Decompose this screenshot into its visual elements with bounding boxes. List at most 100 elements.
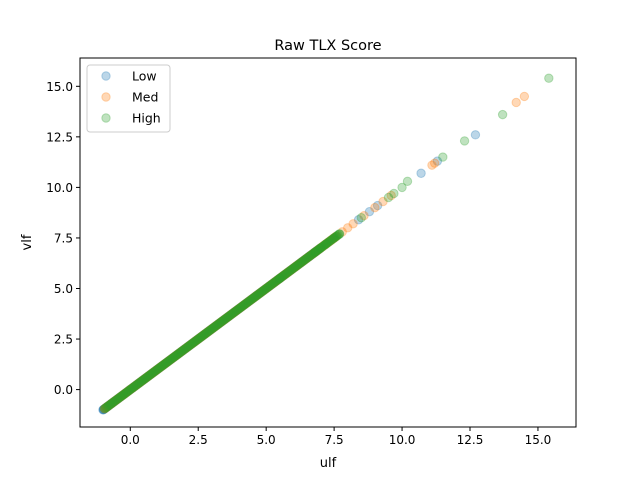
- data-point: [301, 254, 311, 264]
- data-point: [179, 344, 190, 355]
- data-point: [262, 283, 272, 293]
- data-point: [234, 303, 245, 314]
- data-point: [146, 369, 156, 379]
- data-point: [180, 343, 191, 354]
- data-point: [145, 370, 155, 380]
- data-point: [252, 290, 263, 300]
- data-point: [324, 237, 334, 247]
- data-point: [323, 237, 333, 248]
- data-point: [229, 307, 239, 318]
- data-point: [210, 321, 221, 332]
- data-point: [210, 322, 220, 332]
- data-point: [283, 267, 293, 278]
- data-point: [155, 362, 166, 372]
- data-point: [312, 245, 322, 256]
- data-point: [310, 247, 320, 257]
- data-point: [196, 332, 206, 342]
- data-point: [470, 130, 481, 140]
- data-point: [302, 252, 313, 263]
- data-point: [124, 385, 134, 396]
- data-point: [195, 332, 206, 343]
- data-point: [326, 235, 336, 246]
- data-point: [110, 395, 121, 406]
- data-point: [253, 289, 264, 299]
- data-point: [231, 305, 242, 316]
- data-point: [195, 332, 205, 343]
- data-point: [144, 371, 154, 381]
- data-point: [383, 192, 394, 203]
- data-point: [236, 302, 247, 312]
- data-point: [237, 301, 248, 311]
- data-point: [316, 242, 327, 253]
- data-point: [207, 324, 217, 334]
- data-point: [247, 294, 257, 304]
- data-point: [133, 379, 143, 389]
- data-point: [219, 314, 230, 325]
- y-tick-label: 15.0: [46, 80, 73, 94]
- data-point: [175, 347, 185, 358]
- data-point: [119, 389, 129, 399]
- data-point: [183, 341, 193, 352]
- data-point: [151, 365, 162, 375]
- data-point: [188, 338, 198, 348]
- data-point: [265, 280, 276, 290]
- data-point: [251, 291, 261, 301]
- data-point: [286, 265, 296, 275]
- data-point: [281, 268, 291, 279]
- data-point: [140, 373, 151, 384]
- data-point: [327, 234, 337, 245]
- data-point: [257, 286, 268, 297]
- data-point: [226, 309, 236, 320]
- data-point: [321, 239, 331, 249]
- data-point: [216, 317, 227, 327]
- data-point: [122, 387, 132, 397]
- data-point: [125, 385, 135, 395]
- data-point: [242, 297, 253, 307]
- data-point: [197, 331, 208, 341]
- data-point: [263, 282, 273, 292]
- data-point: [242, 298, 252, 308]
- data-point: [274, 273, 285, 284]
- data-point: [120, 388, 131, 398]
- data-point: [178, 345, 189, 355]
- data-point: [318, 241, 328, 251]
- data-point: [142, 372, 152, 382]
- data-point: [184, 341, 194, 351]
- data-point: [188, 337, 199, 348]
- data-point: [102, 401, 113, 412]
- data-point: [172, 350, 182, 360]
- data-point: [262, 283, 272, 293]
- x-axis-ticks: 0.0 2.5 5.0 7.5 10.0 12.5 15.0: [121, 427, 551, 447]
- data-point: [102, 402, 112, 412]
- data-point: [122, 387, 132, 397]
- data-point: [151, 365, 161, 376]
- data-point: [334, 229, 345, 239]
- data-point: [186, 339, 196, 350]
- data-point: [276, 272, 286, 283]
- data-point: [285, 265, 296, 276]
- data-point: [292, 260, 303, 270]
- data-point: [111, 395, 121, 406]
- data-point: [283, 267, 293, 277]
- data-point: [291, 261, 302, 271]
- data-point: [181, 343, 191, 353]
- data-point: [319, 240, 329, 251]
- data-point: [159, 359, 169, 370]
- data-point: [202, 327, 212, 338]
- data-point: [231, 305, 242, 316]
- data-point: [187, 338, 198, 348]
- data-point: [296, 257, 307, 268]
- data-point: [136, 376, 146, 387]
- data-point: [228, 308, 238, 318]
- data-point: [145, 369, 156, 380]
- data-point: [134, 378, 144, 389]
- data-point: [176, 346, 187, 357]
- data-point: [278, 271, 288, 281]
- data-point: [115, 392, 125, 402]
- y-tick-label: 7.5: [54, 231, 73, 245]
- data-point: [118, 389, 129, 400]
- data-point: [173, 349, 183, 359]
- data-point: [141, 372, 152, 383]
- data-point: [126, 384, 136, 394]
- data-point: [138, 375, 148, 385]
